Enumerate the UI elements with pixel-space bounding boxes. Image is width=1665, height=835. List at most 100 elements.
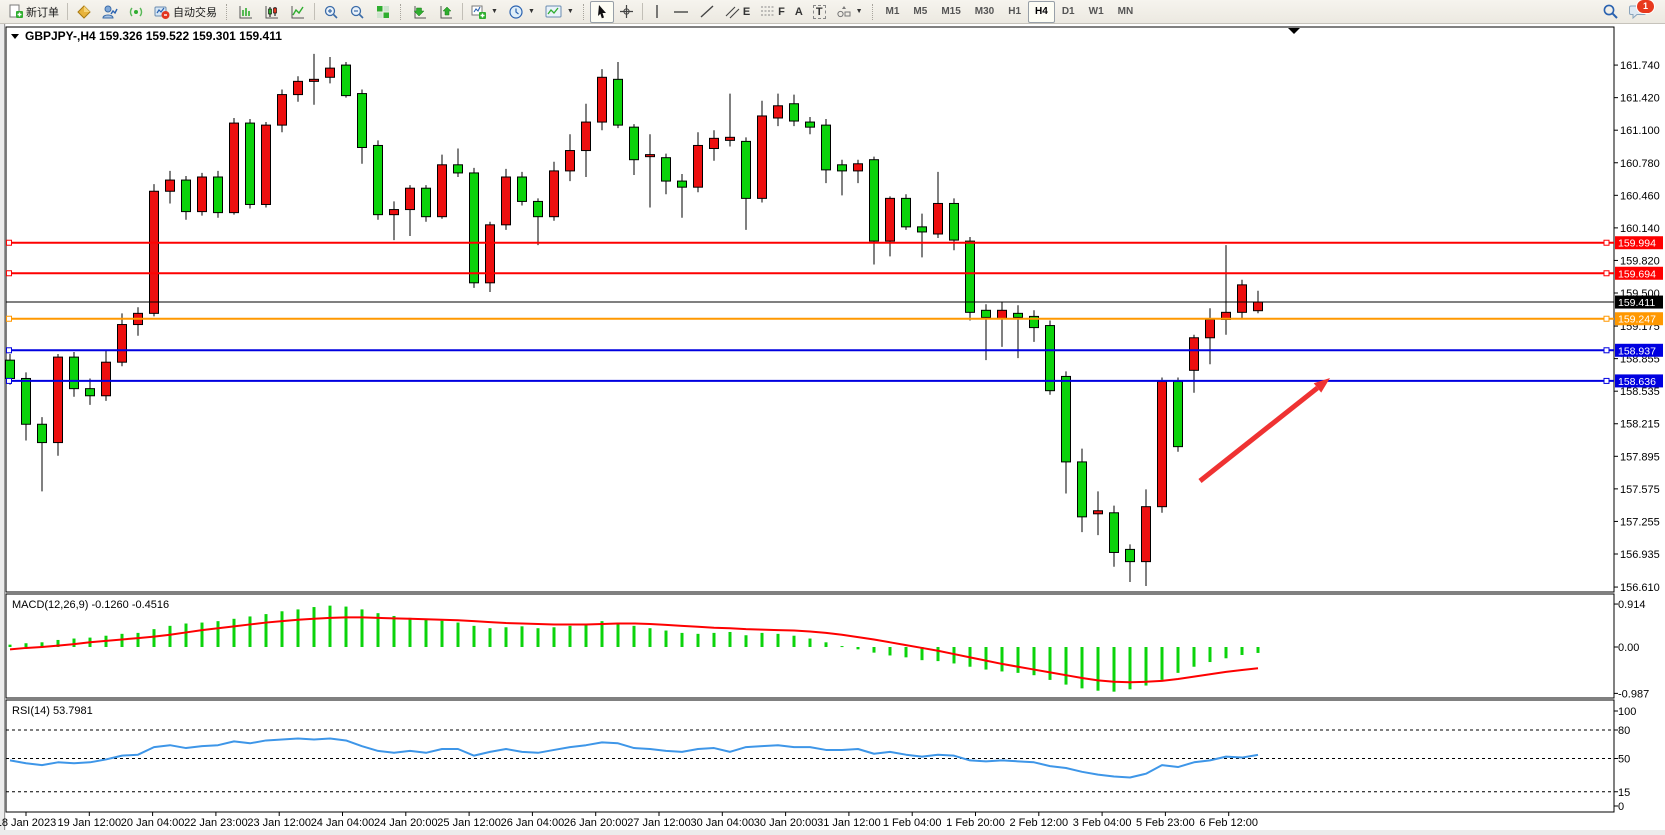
macd-histogram-bar (760, 632, 764, 647)
line-handle[interactable] (1603, 270, 1610, 277)
candle-body (997, 309, 1007, 319)
hline-button[interactable] (668, 1, 694, 23)
line-handle[interactable] (6, 347, 12, 354)
macd-histogram-bar (56, 639, 60, 647)
quotes-button[interactable] (71, 1, 97, 23)
line-chart-button[interactable] (285, 1, 311, 23)
candle-body (709, 137, 719, 150)
notifications-button[interactable]: 1 (1624, 0, 1655, 23)
label-button[interactable]: T (808, 1, 831, 23)
macd-histogram-bar (600, 621, 604, 647)
tf-button-d1[interactable]: D1 (1061, 6, 1075, 17)
candle-body (933, 202, 943, 235)
tf-button-w1[interactable]: W1 (1088, 6, 1104, 17)
price-axis-label: 157.575 (1620, 484, 1660, 496)
new-order-label: 新订单 (26, 6, 59, 19)
line-handle[interactable] (6, 315, 12, 322)
candle-body (341, 64, 351, 97)
template-button[interactable]: ▼ (540, 1, 579, 23)
profile-button[interactable] (97, 1, 123, 23)
search-button[interactable] (1597, 1, 1624, 23)
price-axis-label: 158.215 (1620, 419, 1660, 431)
macd-histogram-bar (1112, 647, 1116, 692)
cascade-windows-button[interactable] (433, 1, 459, 23)
macd-histogram-bar (824, 642, 828, 647)
candlestick-chart-button[interactable] (259, 1, 285, 23)
symbol-dropdown-icon[interactable] (11, 34, 19, 39)
zoom-in-button[interactable] (318, 1, 344, 23)
autotrading-button[interactable]: 自动交易 (149, 1, 222, 23)
shapes-button[interactable]: ▼ (831, 1, 868, 23)
tf-button-m15[interactable]: M15 (941, 6, 961, 17)
macd-histogram-bar (424, 619, 428, 647)
tile-windows-button[interactable] (370, 1, 396, 23)
text-button[interactable]: A (790, 1, 808, 23)
macd-histogram-bar (1160, 647, 1164, 680)
price-axis-label: 161.420 (1620, 93, 1660, 105)
candle-body (581, 121, 591, 152)
price-line-label-box (1615, 312, 1663, 326)
trendline-button[interactable] (694, 1, 720, 23)
macd-histogram-bar (664, 630, 668, 647)
fibonacci-button[interactable]: F (755, 1, 790, 23)
macd-histogram-bar (632, 625, 636, 647)
tf-button-m5[interactable]: M5 (913, 6, 928, 17)
trend-arrow[interactable] (1198, 385, 1320, 483)
tf-button-h1[interactable]: H1 (1008, 6, 1022, 17)
candle-body (725, 136, 735, 141)
macd-histogram-bar (200, 622, 204, 647)
tf-button-mn[interactable]: MN (1117, 6, 1134, 17)
chart-shift-marker[interactable] (1288, 28, 1300, 34)
candle-body (565, 150, 575, 172)
macd-histogram-bar (344, 606, 348, 647)
autotrading-label: 自动交易 (173, 6, 217, 19)
line-handle[interactable] (6, 377, 12, 384)
line-handle[interactable] (1603, 347, 1610, 354)
period-button[interactable]: ▼ (503, 1, 540, 23)
crosshair-button[interactable] (614, 1, 639, 23)
candle-body (597, 76, 607, 123)
macd-axis-label: -0.987 (1618, 688, 1649, 700)
macd-histogram-bar (376, 613, 380, 647)
notification-badge[interactable]: 1 (1636, 0, 1655, 14)
candle-body (1029, 315, 1039, 329)
tf-button-h4[interactable]: H4 (1028, 0, 1055, 23)
zoom-out-button[interactable] (344, 1, 370, 23)
add-indicator-button[interactable]: ▼ (466, 1, 503, 23)
macd-histogram-bar (72, 638, 76, 647)
candle-body (1189, 337, 1199, 371)
line-handle[interactable] (1603, 239, 1610, 246)
macd-histogram-bar (1064, 647, 1068, 685)
trend-arrow-head[interactable] (1313, 378, 1330, 393)
toolbar-separator (67, 3, 68, 20)
new-order-button[interactable]: 新订单 (3, 1, 64, 23)
bar-chart-button[interactable] (233, 1, 259, 23)
line-handle[interactable] (1603, 377, 1610, 384)
macd-histogram-bar (936, 647, 940, 662)
candle-body (1061, 375, 1071, 463)
toolbar-separator (314, 3, 315, 20)
rsi-axis-label: 80 (1618, 725, 1630, 737)
price-axis-label: 157.255 (1620, 516, 1660, 528)
candle-body (949, 202, 959, 241)
price-axis-label: 156.935 (1620, 549, 1660, 561)
vline-button[interactable] (646, 1, 668, 23)
channel-button[interactable]: E (720, 1, 755, 23)
candle-body (405, 187, 415, 211)
cursor-button[interactable] (589, 0, 614, 23)
tf-button-m1[interactable]: M1 (885, 6, 900, 17)
macd-histogram-bar (1000, 647, 1004, 672)
line-handle[interactable] (1603, 315, 1610, 322)
time-axis-label: 3 Feb 04:00 (1073, 817, 1132, 829)
search-icon (1603, 4, 1618, 19)
candle-body (101, 361, 111, 397)
tf-button-m30[interactable]: M30 (974, 6, 995, 17)
line-handle[interactable] (6, 270, 12, 277)
line-handle[interactable] (6, 239, 12, 246)
macd-histogram-bar (328, 605, 332, 647)
candle-body (1093, 510, 1103, 515)
macd-histogram-bar (136, 632, 140, 647)
auto-arrange-button[interactable] (407, 1, 433, 23)
signal-button[interactable] (123, 1, 149, 23)
